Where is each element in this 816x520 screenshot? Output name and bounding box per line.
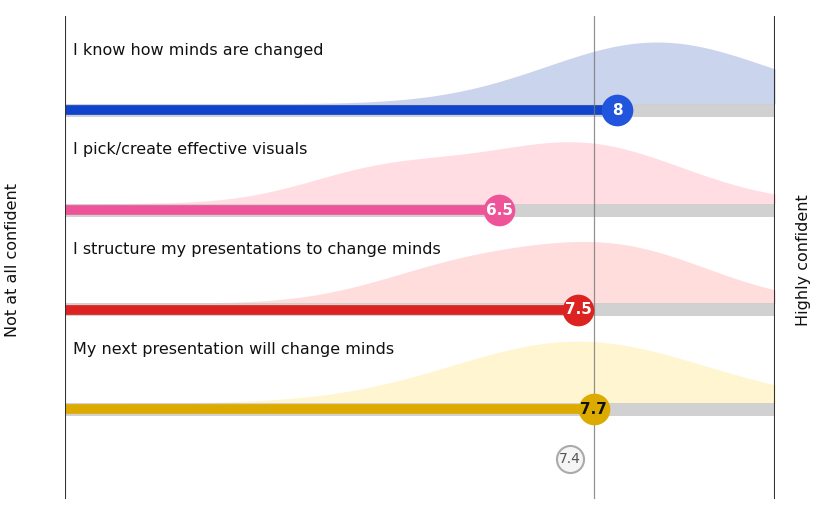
- Point: [611, 106, 624, 114]
- Text: I know how minds are changed: I know how minds are changed: [73, 43, 324, 58]
- Text: Highly confident: Highly confident: [796, 194, 811, 326]
- Point: [571, 306, 584, 314]
- Point: [493, 206, 506, 214]
- Bar: [65, 203, 775, 216]
- Bar: [65, 303, 775, 316]
- Text: 6.5: 6.5: [486, 202, 512, 217]
- Text: I structure my presentations to change minds: I structure my presentations to change m…: [73, 242, 441, 257]
- Text: 7.4: 7.4: [559, 452, 581, 466]
- Bar: [65, 403, 775, 416]
- Text: 7.7: 7.7: [580, 402, 607, 417]
- Text: I pick/create effective visuals: I pick/create effective visuals: [73, 142, 308, 157]
- Text: 8: 8: [612, 103, 623, 118]
- Bar: [65, 104, 775, 117]
- Text: Not at all confident: Not at all confident: [5, 183, 20, 337]
- Text: My next presentation will change minds: My next presentation will change minds: [73, 342, 394, 357]
- Point: [564, 455, 577, 463]
- Text: 7.5: 7.5: [565, 302, 592, 317]
- Point: [588, 405, 601, 413]
